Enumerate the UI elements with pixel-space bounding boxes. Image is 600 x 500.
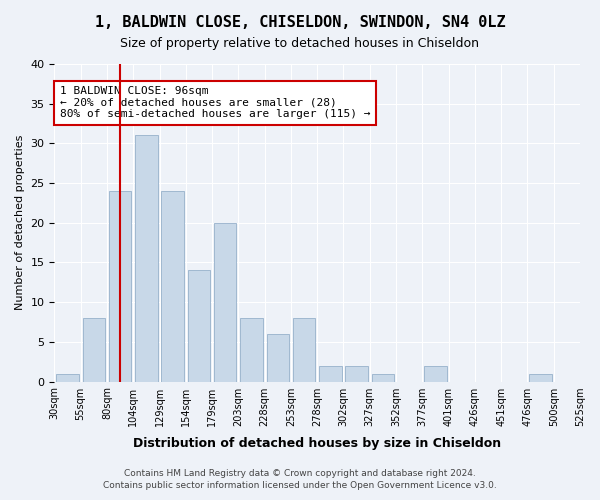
Bar bbox=[424, 366, 446, 382]
Bar bbox=[109, 191, 131, 382]
Y-axis label: Number of detached properties: Number of detached properties bbox=[15, 135, 25, 310]
Bar bbox=[293, 318, 315, 382]
Bar bbox=[83, 318, 105, 382]
Bar bbox=[372, 374, 394, 382]
Bar bbox=[319, 366, 341, 382]
Bar bbox=[346, 366, 368, 382]
Bar bbox=[135, 136, 158, 382]
Text: 1, BALDWIN CLOSE, CHISELDON, SWINDON, SN4 0LZ: 1, BALDWIN CLOSE, CHISELDON, SWINDON, SN… bbox=[95, 15, 505, 30]
Bar bbox=[241, 318, 263, 382]
Bar bbox=[266, 334, 289, 382]
Bar bbox=[214, 223, 236, 382]
Bar bbox=[188, 270, 210, 382]
Bar bbox=[529, 374, 552, 382]
Bar bbox=[161, 191, 184, 382]
Text: 1 BALDWIN CLOSE: 96sqm
← 20% of detached houses are smaller (28)
80% of semi-det: 1 BALDWIN CLOSE: 96sqm ← 20% of detached… bbox=[59, 86, 370, 120]
Text: Contains HM Land Registry data © Crown copyright and database right 2024.
Contai: Contains HM Land Registry data © Crown c… bbox=[103, 468, 497, 490]
Text: Size of property relative to detached houses in Chiseldon: Size of property relative to detached ho… bbox=[121, 38, 479, 51]
Bar bbox=[56, 374, 79, 382]
X-axis label: Distribution of detached houses by size in Chiseldon: Distribution of detached houses by size … bbox=[133, 437, 501, 450]
